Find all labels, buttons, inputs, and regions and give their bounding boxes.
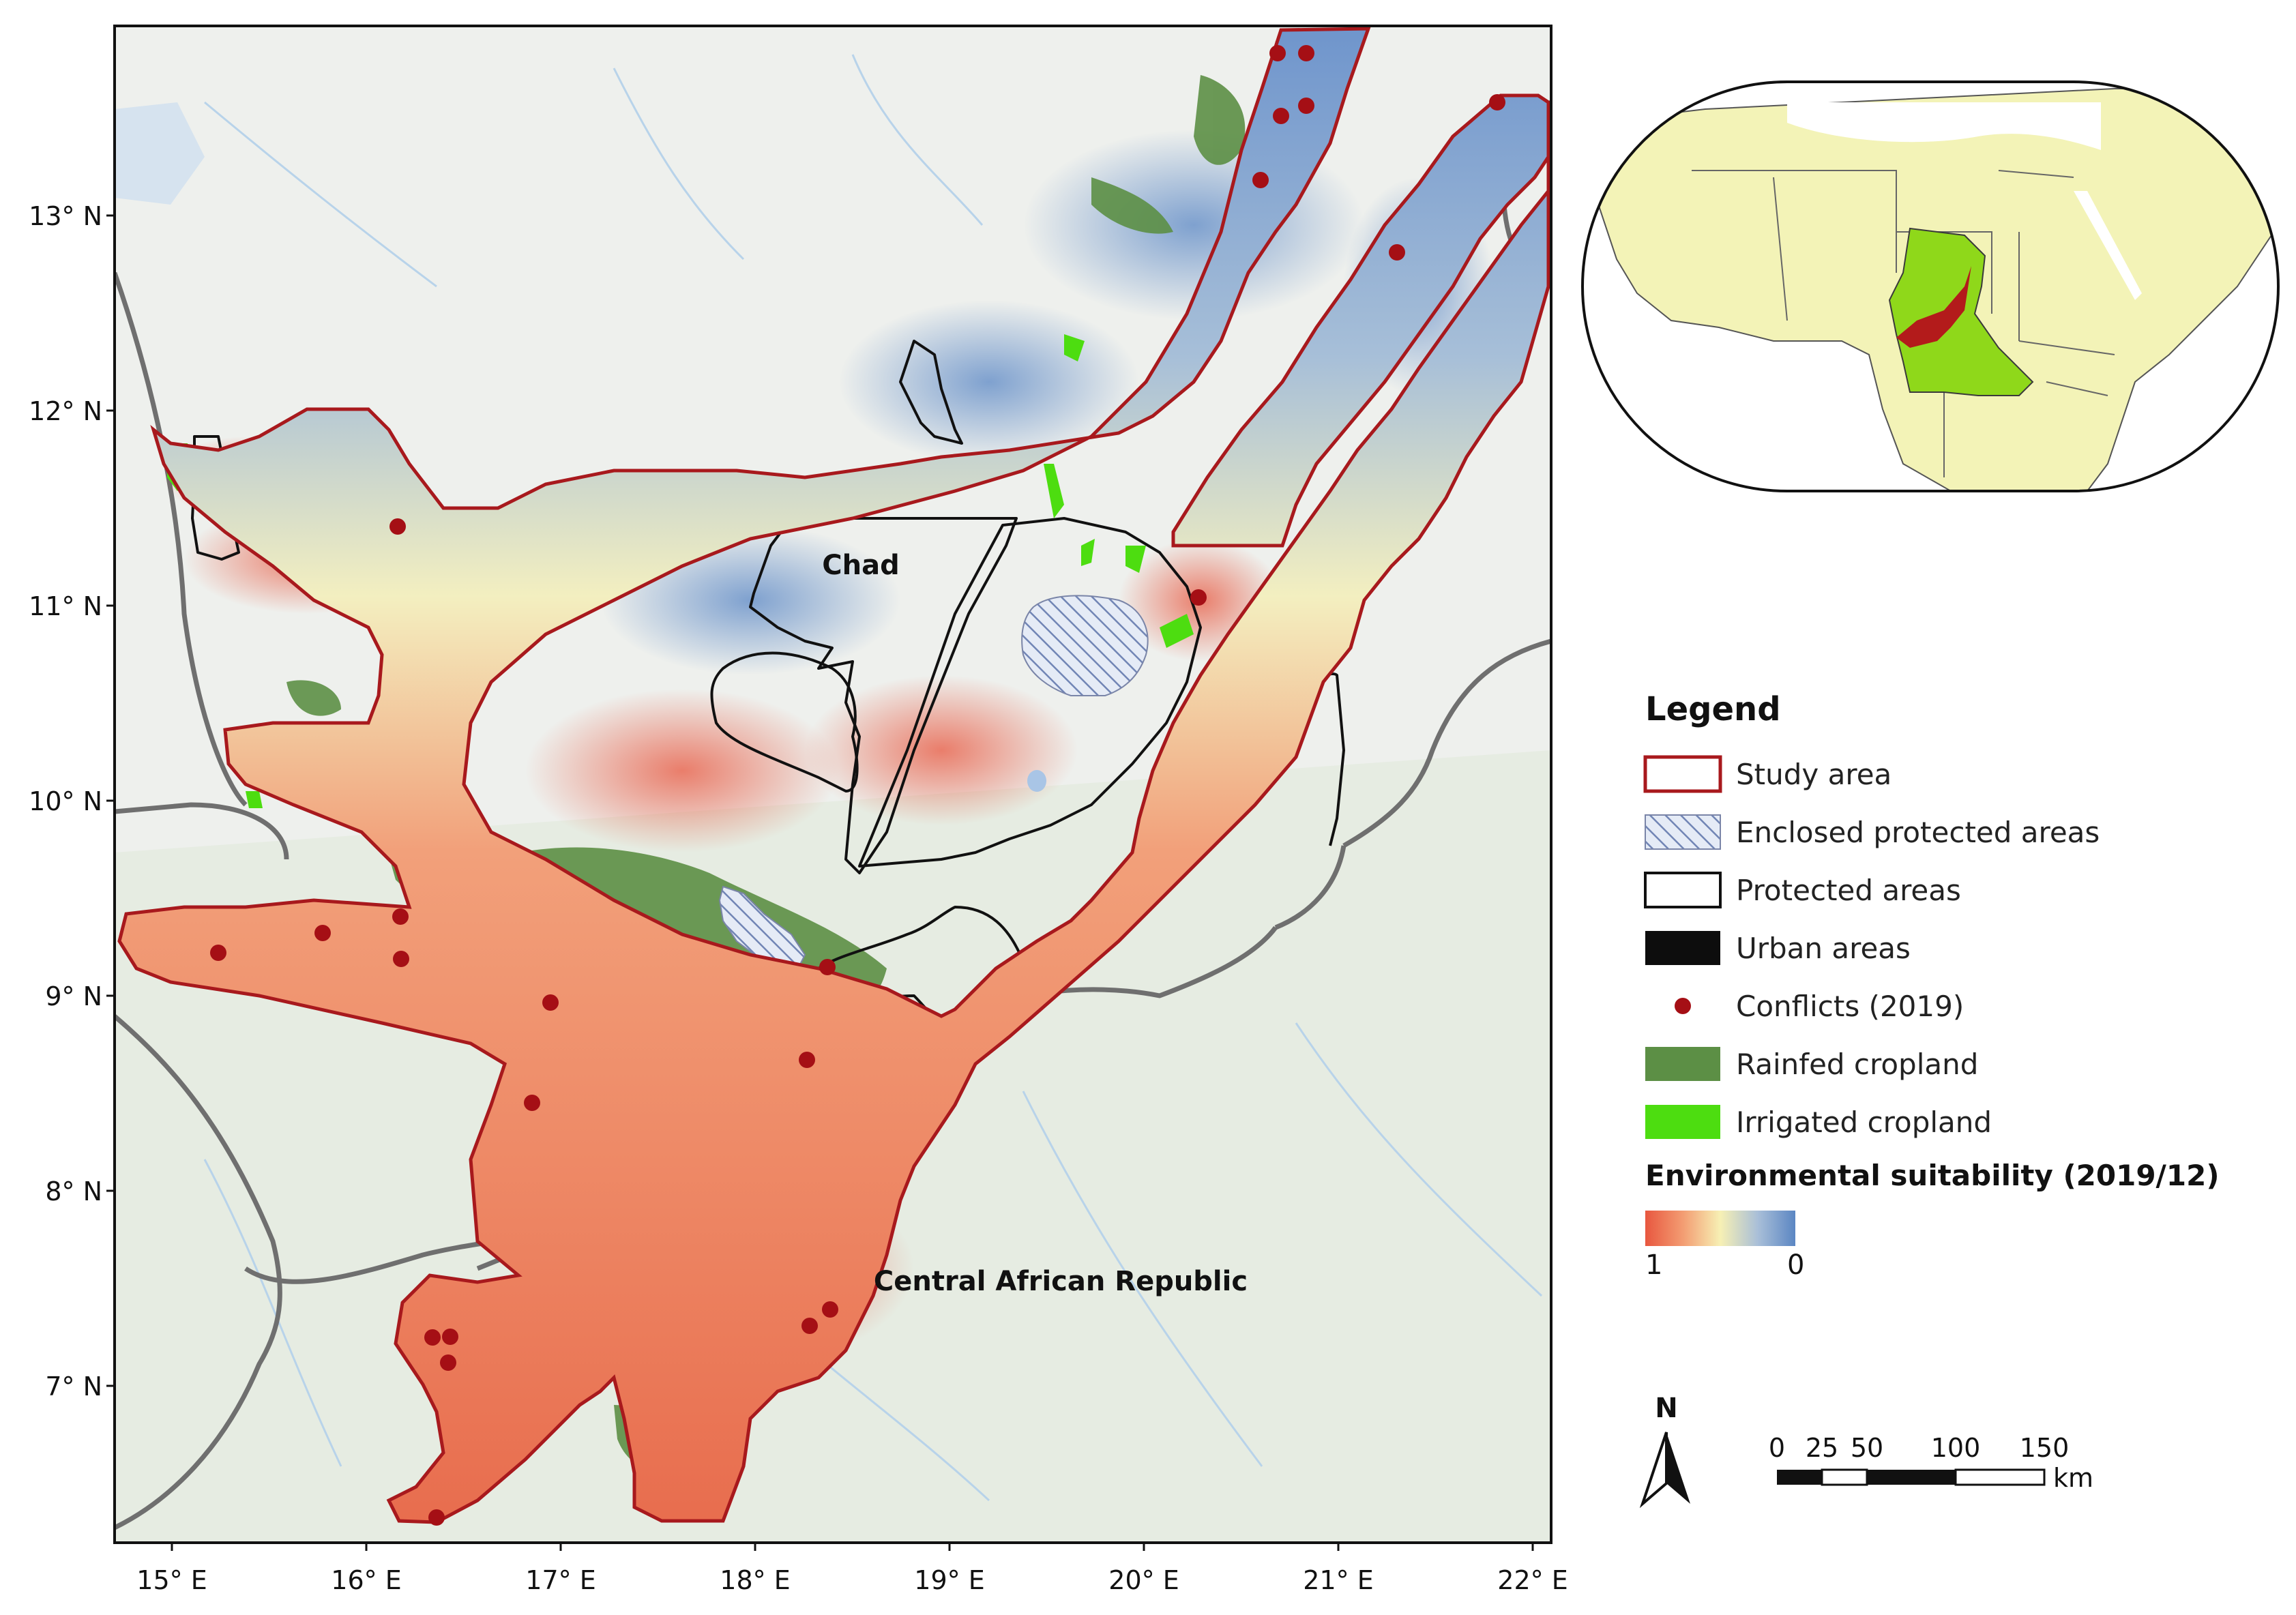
conflict-point xyxy=(1298,98,1314,114)
inset-locator-map xyxy=(1581,80,2280,492)
conflict-point xyxy=(1489,94,1505,110)
inset-frame xyxy=(1581,80,2280,492)
conflict-point xyxy=(799,1052,815,1068)
lon-tick-label: 22° E xyxy=(1497,1565,1568,1595)
basemap-rivers xyxy=(203,54,1543,1502)
conflict-point xyxy=(440,1354,456,1371)
inset-study-area xyxy=(1896,266,1971,348)
legend-swatch-urban xyxy=(1645,931,1720,965)
legend-label: Irrigated cropland xyxy=(1736,1106,1992,1139)
legend-label: Study area xyxy=(1736,758,1892,791)
enclosed-protected-area xyxy=(1021,595,1149,696)
legend-swatch-enclosed xyxy=(1645,814,1721,850)
conflict-point xyxy=(1252,172,1269,188)
conflict-point xyxy=(442,1329,458,1345)
latitude-axis: 13° N 12° N 11° N 10° N 9° N 8° N 7° N xyxy=(29,201,115,1402)
legend: Legend Study area Enclosed protected are… xyxy=(1643,690,2220,1281)
scale-unit: km xyxy=(2053,1463,2093,1493)
legend-label: Urban areas xyxy=(1736,932,1911,965)
legend-label: Protected areas xyxy=(1736,874,1961,907)
map-body: Chad Central African Republic xyxy=(115,26,1551,1543)
conflict-point xyxy=(1273,108,1289,124)
legend-label: Enclosed protected areas xyxy=(1736,816,2100,849)
conflict-point xyxy=(314,925,331,941)
lon-tick-label: 20° E xyxy=(1108,1565,1179,1595)
lake-area xyxy=(115,102,205,205)
ramp-min-label: 1 xyxy=(1645,1249,1662,1281)
scale-tick: 0 xyxy=(1769,1433,1785,1463)
lat-tick-label: 11° N xyxy=(29,591,102,621)
lon-tick-label: 16° E xyxy=(331,1565,401,1595)
legend-title: Legend xyxy=(1645,690,1781,728)
legend-label: Rainfed cropland xyxy=(1736,1048,1978,1081)
inset-red-sea xyxy=(2074,191,2142,300)
conflict-point xyxy=(424,1329,441,1346)
longitude-axis: 15° E 16° E 17° E 18° E 19° E 20° E 21° … xyxy=(136,1543,1568,1595)
conflict-point xyxy=(542,994,559,1011)
scale-tick: 150 xyxy=(2020,1433,2070,1463)
legend-swatch-conflict xyxy=(1675,998,1691,1014)
conflict-point xyxy=(1269,45,1286,61)
suitability-title: Environmental suitability (2019/12) xyxy=(1645,1159,2220,1192)
north-label: N xyxy=(1655,1393,1677,1424)
north-arrow-icon-outline xyxy=(1639,1432,1668,1509)
suitability-ramp xyxy=(1645,1211,1795,1246)
inset-borders xyxy=(1692,170,2115,477)
legend-swatch-study-area xyxy=(1643,755,1722,793)
lat-tick-label: 8° N xyxy=(45,1176,102,1206)
legend-swatch-protected xyxy=(1644,872,1722,908)
conflict-point xyxy=(1389,244,1405,261)
lon-tick-label: 18° E xyxy=(720,1565,790,1595)
legend-swatch-irrigated xyxy=(1645,1105,1720,1139)
north-arrow-icon xyxy=(1666,1432,1690,1504)
map-frame xyxy=(113,25,1552,1544)
scale-bar: 0 25 50 100 150 km xyxy=(1769,1433,2093,1493)
conflict-points xyxy=(210,45,1505,1526)
lat-tick-label: 10° N xyxy=(29,786,102,816)
legend-swatch-rainfed xyxy=(1645,1047,1720,1081)
lat-tick-label: 12° N xyxy=(29,396,102,426)
inset-sea xyxy=(1787,102,2101,150)
lon-tick-label: 17° E xyxy=(525,1565,595,1595)
conflict-point xyxy=(524,1095,540,1111)
conflict-point xyxy=(822,1301,838,1318)
lat-tick-label: 7° N xyxy=(45,1372,102,1402)
north-arrow: N xyxy=(1639,1393,1690,1509)
conflict-point xyxy=(389,518,406,535)
conflict-point xyxy=(393,951,409,967)
scale-tick: 100 xyxy=(1931,1433,1981,1463)
conflict-point xyxy=(819,959,836,975)
conflict-point xyxy=(1298,45,1314,61)
conflict-point xyxy=(1190,589,1207,606)
conflict-point xyxy=(210,945,226,961)
ramp-max-label: 0 xyxy=(1787,1249,1804,1281)
conflict-point xyxy=(392,908,409,925)
lat-tick-label: 9° N xyxy=(45,981,102,1011)
water-body xyxy=(1027,770,1046,792)
lon-tick-label: 19° E xyxy=(914,1565,984,1595)
scale-tick: 50 xyxy=(1851,1433,1883,1463)
conflict-point xyxy=(428,1509,445,1526)
lat-tick-label: 13° N xyxy=(29,201,102,231)
conflict-point xyxy=(801,1318,818,1334)
lon-tick-label: 21° E xyxy=(1303,1565,1373,1595)
scale-tick: 25 xyxy=(1806,1433,1838,1463)
lon-tick-label: 15° E xyxy=(136,1565,207,1595)
legend-label: Conflicts (2019) xyxy=(1736,990,1964,1023)
label-chad: Chad xyxy=(822,550,899,581)
label-central-african-republic: Central African Republic xyxy=(874,1266,1248,1297)
